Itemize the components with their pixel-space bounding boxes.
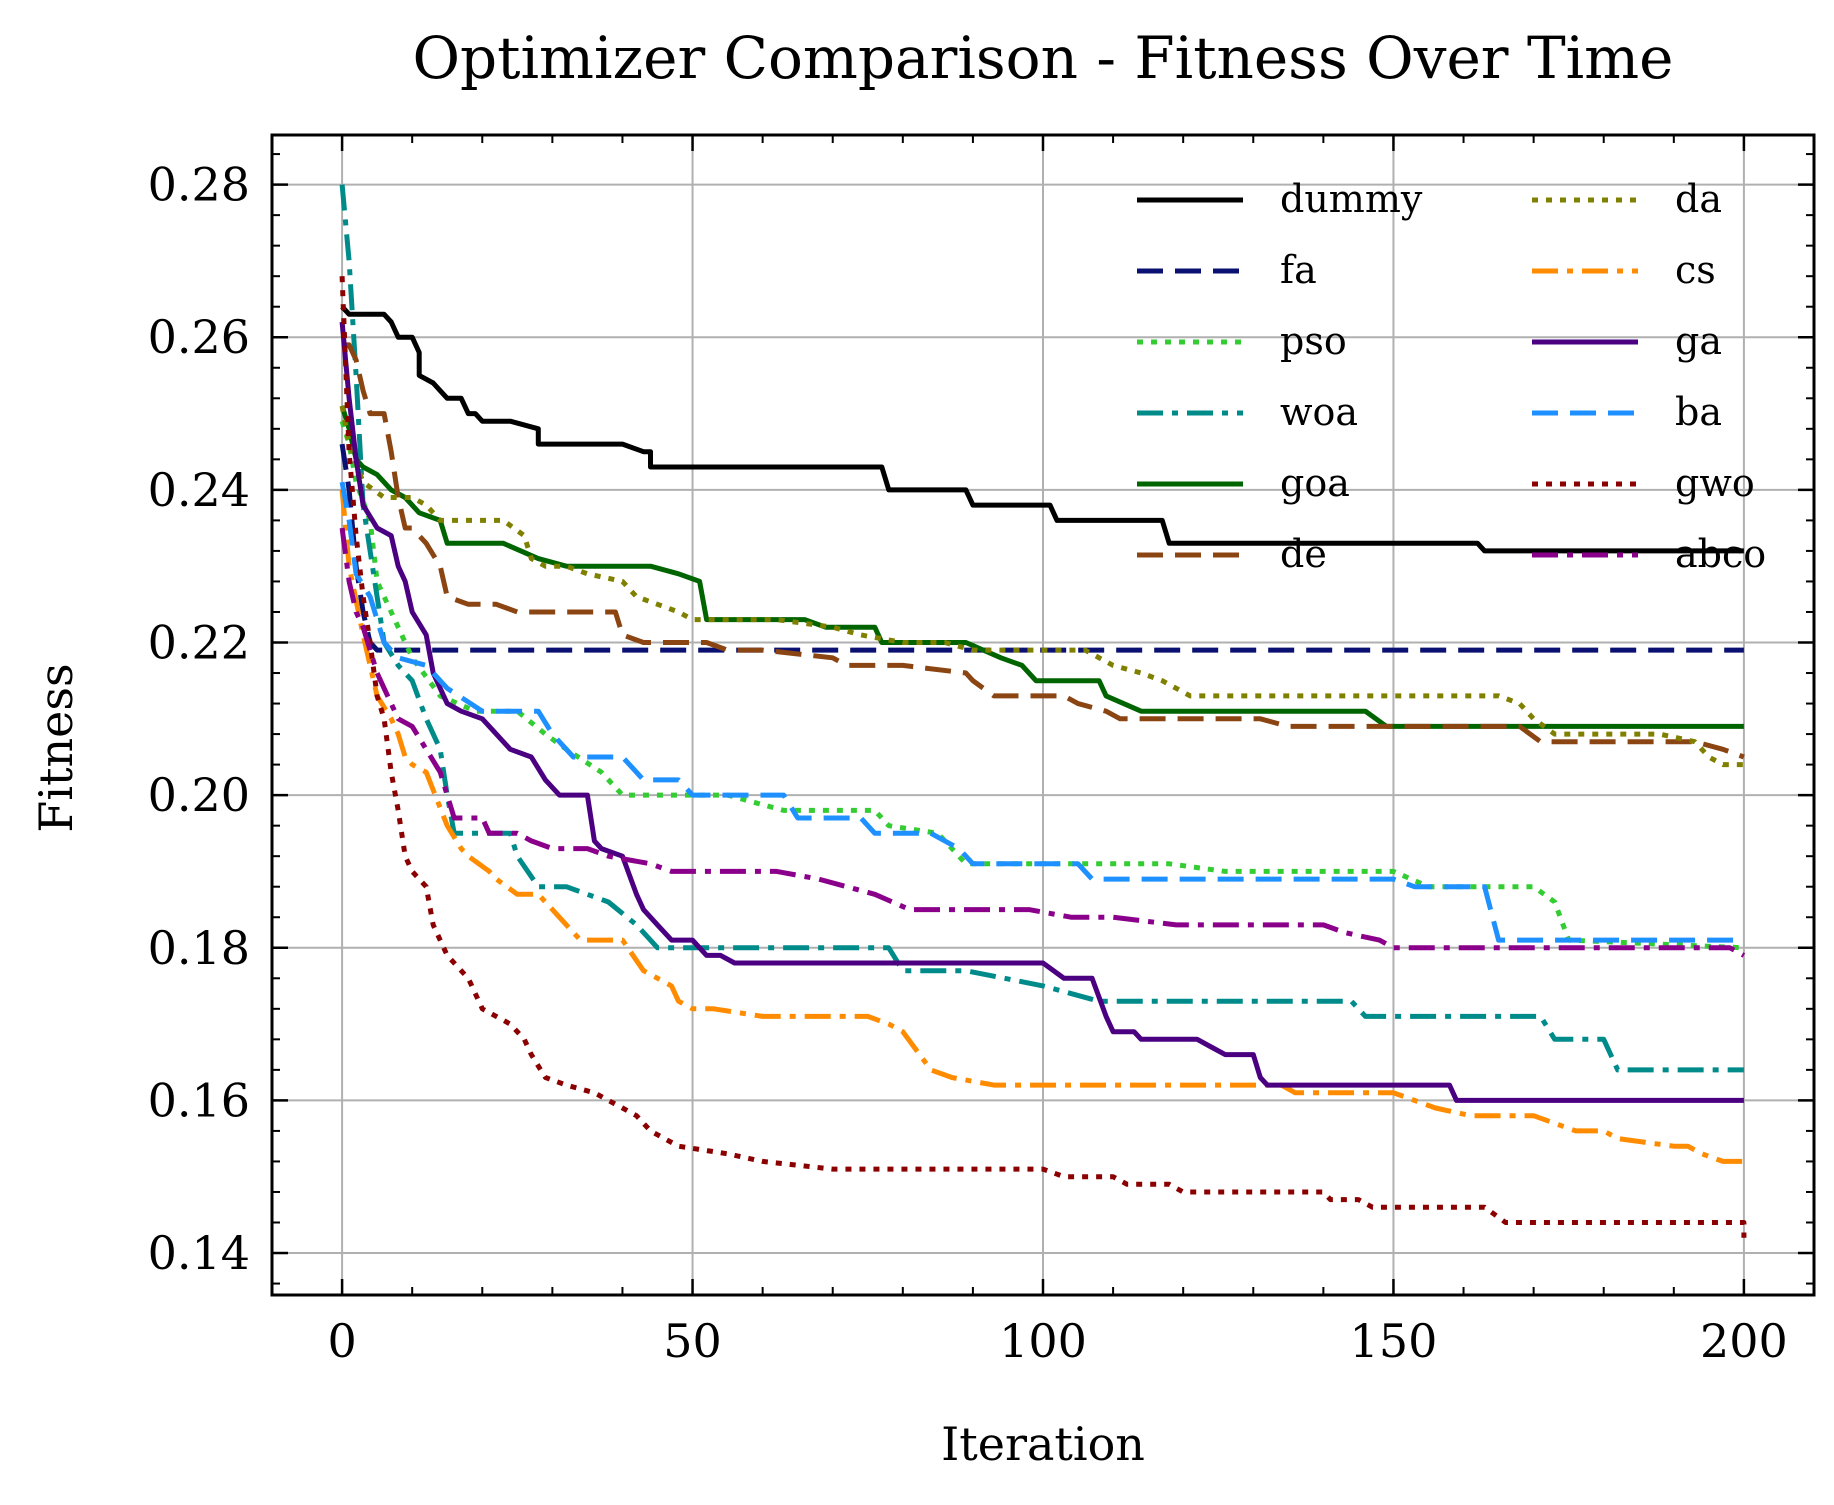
legend: dummy fa pso woa goa de da cs ga ba gwo abco — [1137, 177, 1766, 576]
y-tick-label: 0.14 — [148, 1226, 250, 1280]
legend-label-ba: ba — [1675, 390, 1722, 434]
series-line-cs — [339, 489, 1744, 1164]
x-axis-label: Iteration — [941, 1417, 1145, 1471]
y-axis-label: Fitness — [29, 663, 83, 832]
axes-layer: 0 50 100 150 200 0.14 0.16 0.18 0.20 0.22 0.24 0.26… — [148, 133, 1816, 1368]
series-line-dummy — [340, 305, 1744, 554]
x-tick-label: 50 — [663, 1314, 722, 1368]
series-line-woa — [339, 184, 1744, 1073]
x-tick-label: 200 — [1700, 1314, 1788, 1368]
series-line-goa — [339, 405, 1744, 729]
series-line-abco — [339, 527, 1746, 958]
legend-label-cs: cs — [1675, 248, 1716, 292]
legend-label-da: da — [1675, 177, 1722, 221]
legend-label-woa: woa — [1280, 390, 1358, 434]
legend-label-ga: ga — [1675, 319, 1722, 363]
series-line-ga — [339, 321, 1744, 1103]
x-tick-label: 0 — [327, 1314, 356, 1368]
legend-label-gwo: gwo — [1675, 461, 1755, 505]
series-line-de — [342, 342, 1745, 760]
chart-title: Optimizer Comparison - Fitness Over Time — [412, 24, 1673, 92]
legend-label-goa: goa — [1280, 461, 1350, 505]
y-tick-label: 0.24 — [148, 463, 250, 517]
y-tick-label: 0.28 — [148, 158, 250, 212]
grid-layer — [272, 135, 1814, 1295]
y-tick-label: 0.18 — [148, 921, 250, 975]
x-tick-label: 150 — [1350, 1314, 1438, 1368]
y-tick-label: 0.20 — [148, 768, 250, 822]
legend-label-pso: pso — [1280, 319, 1347, 363]
legend-label-abco: abco — [1675, 532, 1766, 576]
y-tick-label: 0.16 — [148, 1073, 250, 1127]
legend-label-de: de — [1280, 532, 1327, 576]
y-tick-label: 0.22 — [148, 616, 250, 670]
legend-label-fa: fa — [1280, 248, 1317, 292]
series-line-pso — [339, 420, 1745, 951]
y-tick-label: 0.26 — [148, 310, 250, 364]
series-line-ba — [339, 481, 1744, 943]
x-tick-label: 100 — [999, 1314, 1087, 1368]
legend-label-dummy: dummy — [1280, 177, 1423, 221]
series-layer — [339, 184, 1747, 1238]
